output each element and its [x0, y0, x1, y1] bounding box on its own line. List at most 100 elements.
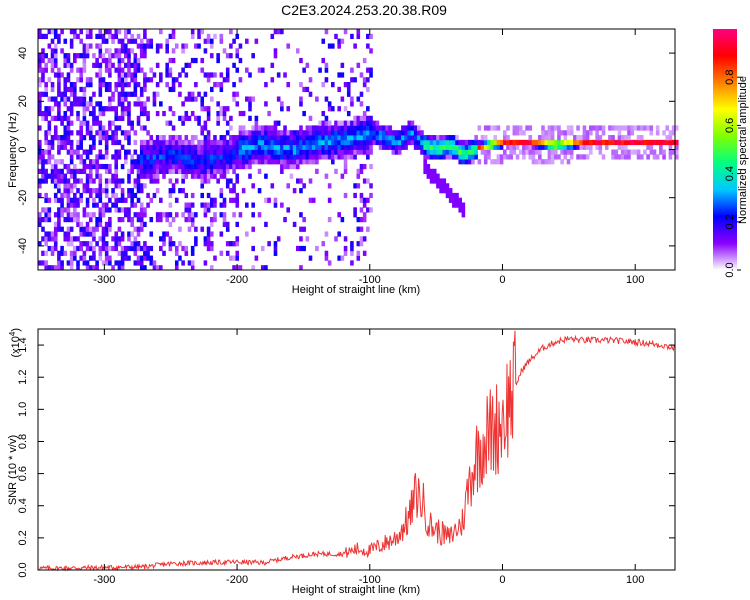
spectrogram-cell [343, 125, 348, 131]
spectrogram-cell [321, 154, 326, 160]
spectrogram-cell [108, 226, 112, 232]
spectrogram-cell [162, 110, 166, 117]
spectrogram-cell [38, 144, 42, 150]
spectrogram-cell [235, 221, 240, 228]
spectrogram-cell [79, 67, 83, 73]
spectrogram-cell [85, 53, 90, 59]
colorbar-tick-label: 0.2 [724, 214, 736, 229]
spectrogram-cell [114, 245, 119, 252]
spectrogram-cell [44, 216, 48, 223]
spectrogram-cell [369, 135, 373, 141]
spectrogram-cell [69, 260, 74, 266]
spectrogram-cell [82, 62, 87, 68]
spectrogram-cell [534, 149, 539, 155]
spectrogram-cell [168, 178, 173, 184]
spectrogram-cell [98, 130, 103, 136]
spectrogram-cell [139, 149, 144, 155]
spectrogram-cell [225, 77, 230, 83]
spectrogram-cell [362, 125, 367, 131]
spectrogram-cell [496, 154, 501, 160]
spectrogram-cell [280, 106, 284, 112]
spectrogram-cell [222, 149, 227, 155]
spectrogram-cell [181, 101, 185, 107]
spectrogram-cell [95, 188, 99, 194]
spectrogram-cell [108, 178, 112, 184]
spectrogram-cell [337, 125, 341, 131]
spectrogram-cell [219, 159, 224, 165]
spectrogram-cell [203, 135, 208, 141]
spectrogram-cell [98, 53, 103, 59]
spectrogram-cell [362, 120, 367, 126]
spectrogram-cell [251, 135, 255, 141]
spectrogram-cell [200, 154, 205, 160]
spectrogram-cell [671, 149, 676, 155]
spectrogram-cell [222, 221, 227, 228]
spectrogram-cell [143, 144, 147, 150]
spectrogram-cell [152, 101, 157, 107]
spectrogram-cell [197, 168, 201, 174]
spectrogram-cell [423, 149, 427, 155]
spectrogram-cell [315, 130, 319, 136]
spectrogram-cell [104, 38, 109, 44]
spectrogram-cell [143, 173, 147, 179]
spectrogram-cell [111, 62, 115, 68]
spectrogram-cell [353, 115, 357, 121]
spectrogram-cell [85, 82, 90, 88]
spectrogram-cell [139, 255, 144, 261]
spectrogram-cell [359, 207, 364, 213]
spectrogram-cell [194, 163, 198, 170]
spectrogram-cell [213, 168, 217, 174]
spectrogram-cell [143, 221, 147, 228]
spectrogram-cell [114, 163, 119, 170]
spectrogram-cell [366, 139, 370, 146]
spectrogram-cell [525, 149, 529, 155]
spectrogram-cell [127, 139, 131, 146]
spectrogram-cell [111, 106, 115, 112]
spectrogram-cell [213, 154, 217, 160]
spectrogram-cell [50, 236, 55, 242]
spectrogram-cell [353, 139, 357, 146]
spectrogram-cell [331, 154, 335, 160]
spectrogram-cell [671, 139, 676, 146]
spectrogram-cell [44, 178, 48, 184]
spectrogram-cell [178, 72, 182, 78]
spectrogram-cell [270, 159, 275, 165]
spectrogram-cell [171, 188, 176, 194]
spectrogram-cell [38, 154, 42, 160]
spectrogram-cell [82, 207, 87, 213]
spectrogram-cell [369, 72, 373, 78]
spectrogram-cell [209, 149, 214, 155]
spectrogram-cell [566, 159, 571, 165]
spectrogram-cell [286, 207, 291, 213]
spectrogram-cell [569, 149, 574, 155]
spectrogram-cell [123, 43, 128, 49]
spectrogram-cell [171, 159, 176, 165]
spectrogram-cell [47, 110, 52, 117]
spectrogram-cell [436, 173, 440, 179]
spectrogram-cell [452, 149, 456, 155]
spectrogram-cell [181, 115, 185, 121]
spectrogram-cell [343, 192, 348, 199]
spectrogram-cell [114, 33, 119, 40]
spectrogram-cell [139, 43, 144, 49]
spectrogram-cell [407, 125, 412, 131]
spectrogram-cell [73, 216, 77, 223]
spectrogram-cell [98, 245, 103, 252]
spectrogram-cell [372, 125, 377, 131]
spectrogram-cell [85, 120, 90, 126]
spectrogram-cell [38, 212, 42, 218]
spectrogram-cell [369, 48, 373, 54]
spectrogram-cell [557, 139, 561, 146]
spectrogram-cell [245, 67, 249, 73]
spectrogram-cell [209, 173, 214, 179]
spectrogram-cell [315, 245, 319, 252]
spectrogram-cell [69, 110, 74, 117]
spectrogram-cell [194, 168, 198, 174]
spectrogram-cell [458, 154, 463, 160]
spectrogram-cell [162, 173, 166, 179]
spectrogram-cell [305, 236, 310, 242]
spectrogram-cell [139, 216, 144, 223]
spectrogram-cell [194, 135, 198, 141]
spectrogram-cell [60, 115, 64, 121]
spectrogram-cell [168, 241, 173, 247]
